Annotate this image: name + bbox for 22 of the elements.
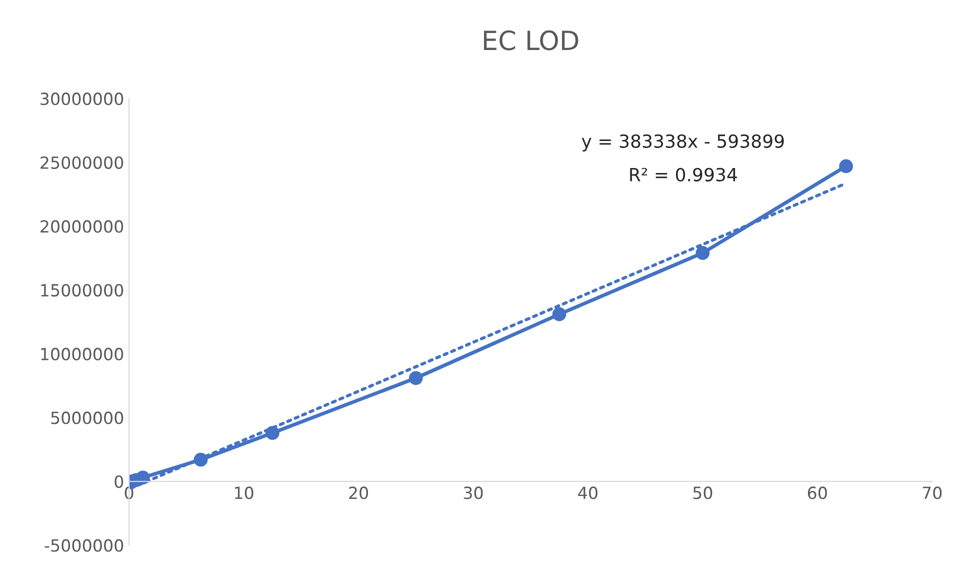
y-tick-label: 15000000 bbox=[41, 284, 124, 297]
x-tick-label: 20 bbox=[349, 486, 368, 500]
point bbox=[839, 159, 854, 174]
y-tick-label: 30000000 bbox=[40, 92, 124, 106]
y-tick-label: 10000000 bbox=[41, 348, 124, 360]
y-tick-label: 20000000 bbox=[40, 220, 124, 233]
x-tick-label: 10 bbox=[235, 486, 254, 500]
y-tick-label: 25000000 bbox=[40, 156, 124, 169]
x-tick-label: 30 bbox=[464, 486, 483, 500]
chart-title: EC LOD bbox=[484, 30, 578, 50]
point bbox=[408, 371, 423, 385]
y-tick-label: 5000000 bbox=[51, 412, 124, 424]
point bbox=[696, 246, 710, 260]
y-tick-label: -5000000 bbox=[44, 539, 124, 552]
annotation: y = 383338x - 593899 bbox=[582, 134, 784, 152]
y-tick-label: 0 bbox=[114, 475, 124, 488]
x-tick-label: 40 bbox=[578, 486, 598, 500]
x-tick-label: 50 bbox=[693, 486, 712, 500]
point bbox=[552, 307, 566, 322]
annotation: R² = 0.9934 bbox=[630, 168, 737, 182]
x-tick-label: 60 bbox=[808, 486, 827, 500]
x-tick-label: 70 bbox=[922, 486, 942, 500]
